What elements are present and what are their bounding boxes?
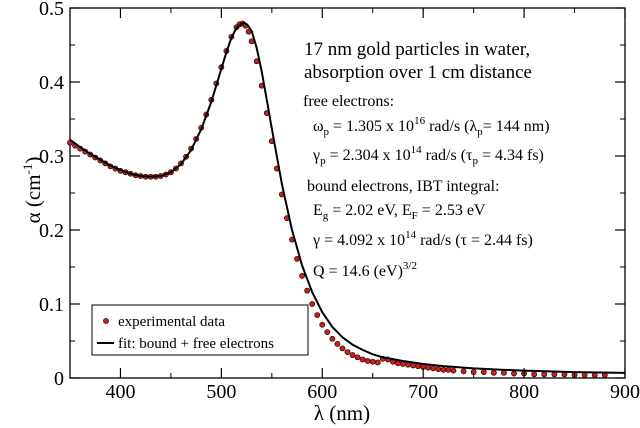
data-point (450, 367, 457, 374)
legend-marker-experimental (103, 318, 109, 324)
data-point (309, 301, 316, 307)
data-point (435, 366, 442, 373)
x-tick-label: 800 (509, 381, 539, 403)
annotation-q: Q = 14.6 (eV)3/2 (313, 260, 417, 280)
y-tick-label: 0.1 (39, 294, 64, 316)
legend-box (91, 304, 309, 356)
annotation-title-line-2: absorption over 1 cm distance (304, 62, 532, 83)
ticks-layer: 400 500 600 700 800 900 0 0.1 0.2 0.3 0.4 0.5 (39, 0, 640, 403)
data-point (339, 345, 346, 352)
series-layer (67, 20, 626, 378)
data-point (501, 369, 507, 376)
y-tick-label: 0.3 (39, 146, 64, 168)
legend-label-fit: fit: bound + free electrons (118, 336, 274, 352)
data-point (319, 321, 326, 328)
annotation-block: 17 nm gold particles in water, absorptio… (303, 39, 550, 280)
fit-line (69, 21, 626, 374)
data-point (440, 366, 447, 373)
legend: experimental data fit: bound + free elec… (91, 304, 309, 356)
y-tick-label: 0 (54, 368, 64, 390)
annotation-energies: Eg = 2.02 eV, EF = 2.53 eV (313, 202, 486, 222)
data-point (425, 364, 432, 371)
x-tick-label: 900 (610, 381, 640, 403)
x-tick-label: 700 (408, 381, 438, 403)
annotation-bound-electrons: bound electrons, IBT integral: (307, 178, 500, 195)
y-tick-label: 0.2 (39, 220, 64, 242)
annotation-title-line-1: 17 nm gold particles in water, (304, 39, 530, 60)
data-point (460, 368, 467, 375)
data-point (511, 370, 517, 377)
data-point (541, 371, 548, 378)
x-tick-label: 500 (206, 381, 236, 403)
data-point (369, 358, 376, 365)
y-axis-label: α (cm-1) (20, 157, 45, 224)
x-tick-label: 600 (307, 381, 337, 403)
data-point (334, 341, 341, 347)
x-tick-label: 400 (105, 381, 135, 403)
data-point (304, 287, 311, 294)
data-point (374, 359, 381, 366)
data-point (344, 349, 351, 355)
data-point (299, 272, 305, 279)
data-point (430, 365, 437, 372)
data-point (324, 329, 331, 336)
annotation-free-electrons: free electrons: (303, 93, 394, 110)
y-tick-label: 0.5 (39, 0, 64, 20)
data-point (364, 358, 371, 364)
data-point (480, 369, 487, 375)
y-tick-label: 0.4 (39, 72, 64, 94)
legend-label-experimental: experimental data (118, 314, 225, 330)
annotation-omega-p: ωp = 1.305 x 1016 rad/s (λp= 144 nm) (313, 115, 550, 138)
data-point (329, 335, 336, 342)
x-axis-label: λ (nm) (314, 401, 370, 425)
data-point (445, 366, 452, 373)
annotation-gamma-p: γp = 2.304 x 1014 rad/s (τp = 4.34 fs) (312, 144, 544, 167)
annotation-gamma: γ = 4.092 x 1014 rad/s (τ = 2.44 fs) (312, 229, 533, 249)
data-point (349, 352, 356, 358)
data-point (354, 354, 361, 361)
data-point (531, 371, 538, 378)
data-point (359, 356, 366, 363)
data-point (490, 369, 497, 376)
data-point (314, 312, 321, 318)
